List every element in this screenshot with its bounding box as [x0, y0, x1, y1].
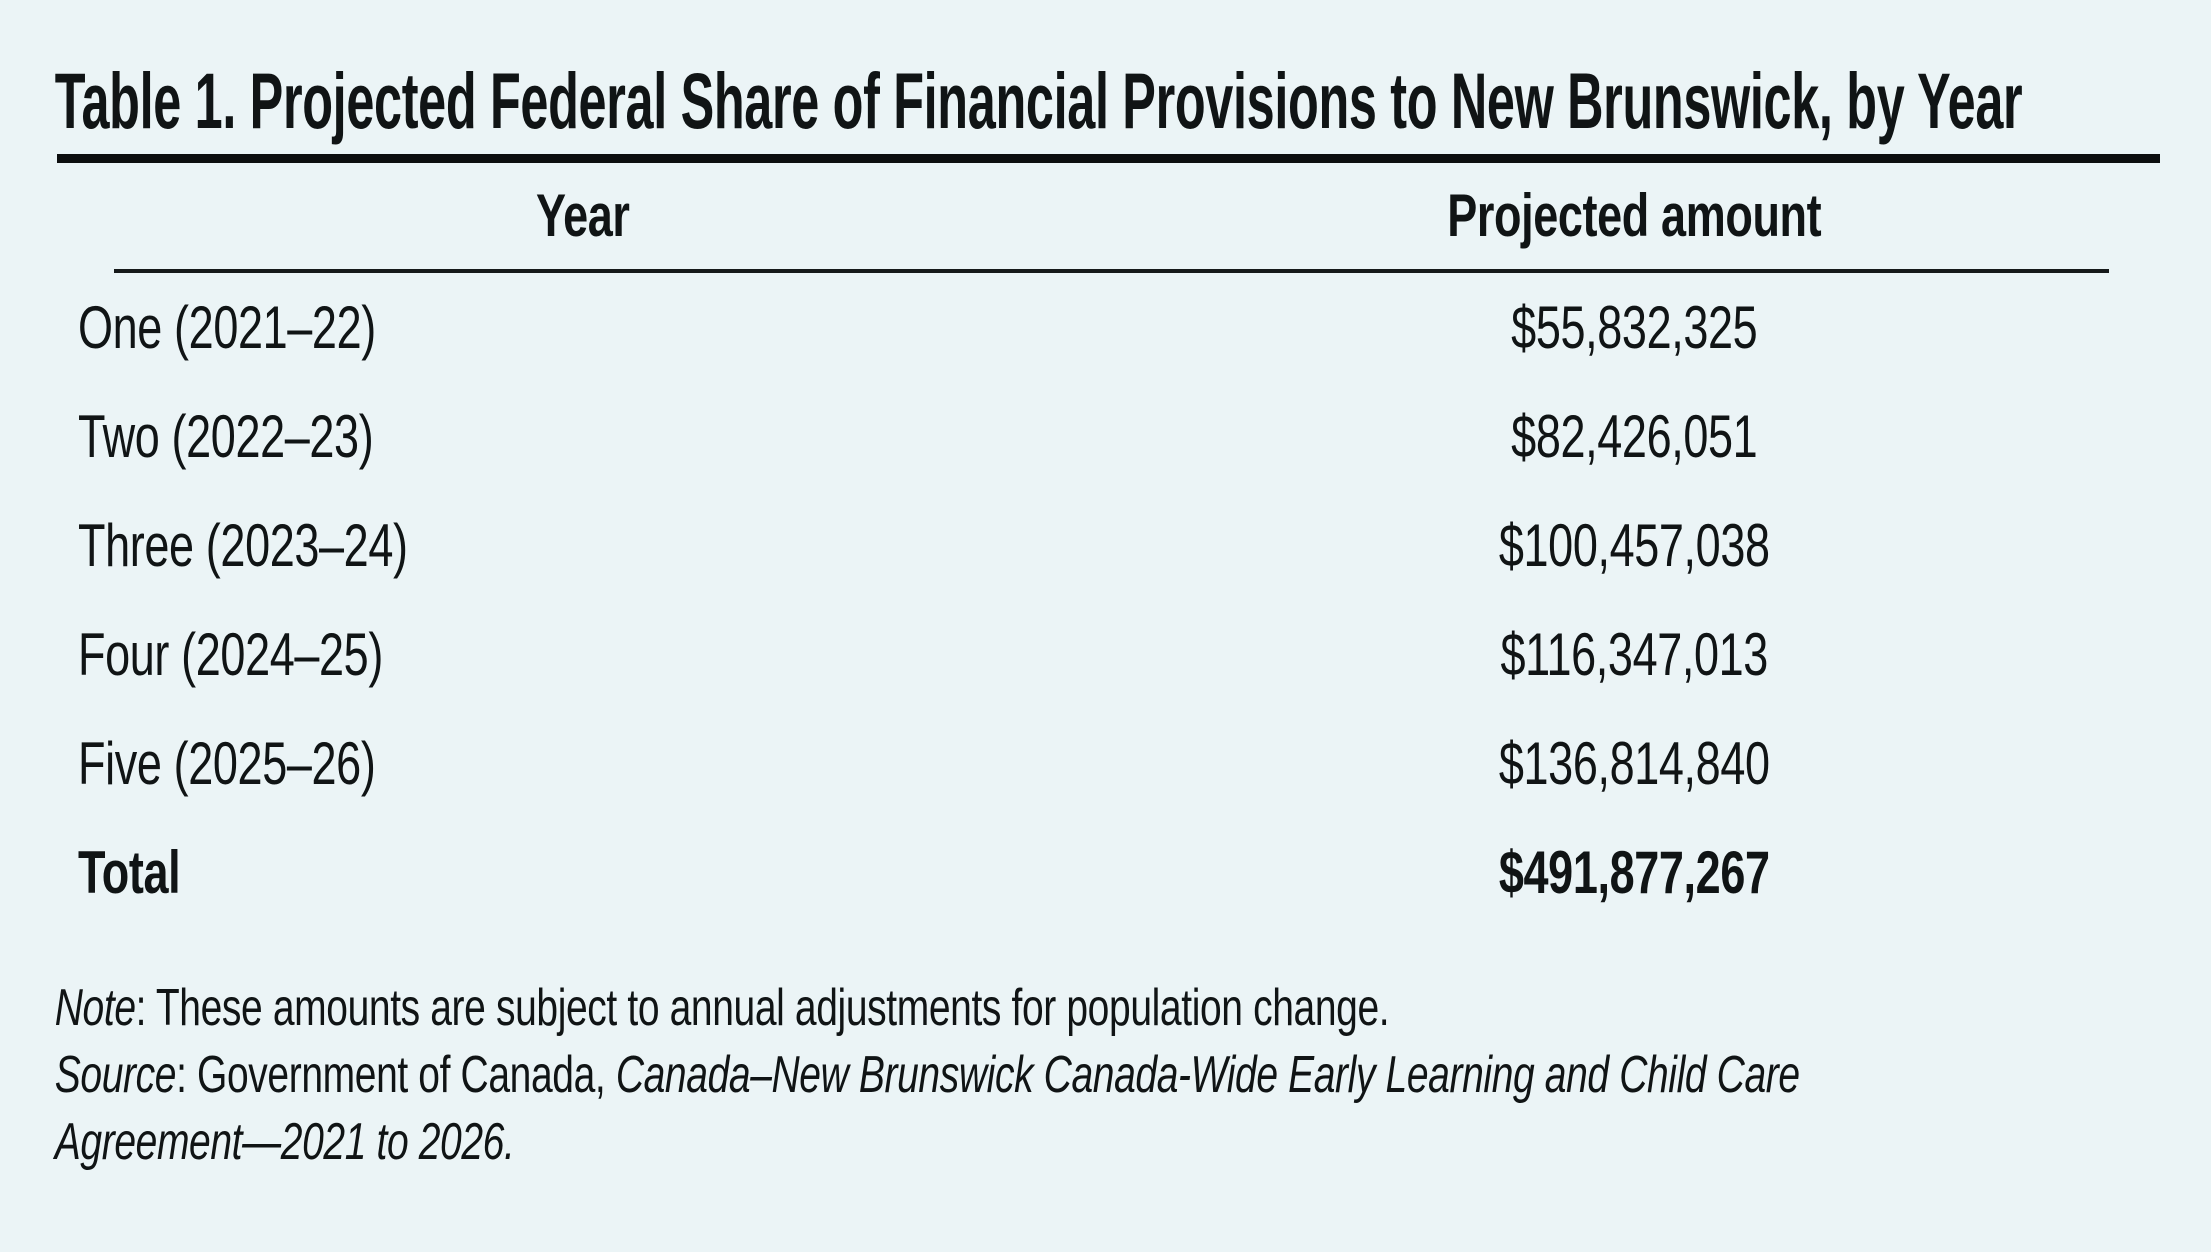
year-cell: Four (2024–25): [78, 620, 383, 688]
source-paragraph: Source: Government of Canada, Canada–New…: [55, 1042, 1915, 1176]
table-row: Four (2024–25) $116,347,013: [57, 600, 2160, 709]
table-header-row: Year Projected amount: [57, 163, 2160, 269]
amount-cell: $116,347,013: [1500, 620, 1769, 688]
amount-cell: $100,457,038: [1498, 511, 1770, 579]
column-header-projected-amount: Projected amount: [1447, 182, 1822, 249]
data-table: Year Projected amount One (2021–22) $55,…: [57, 163, 2160, 927]
source-work-title: Canada–New Brunswick Canada-Wide Early L…: [54, 1046, 1800, 1171]
table-title: Table 1. Projected Federal Share of Fina…: [54, 56, 2023, 145]
table-figure: Table 1. Projected Federal Share of Fina…: [0, 54, 2211, 1252]
table-total-row: Total $491,877,267: [57, 818, 2160, 927]
title-rule: [57, 154, 2160, 163]
header-rule: [114, 269, 2109, 273]
amount-cell: $82,426,051: [1511, 402, 1758, 470]
column-header-year: Year: [535, 182, 630, 249]
year-cell: Three (2023–24): [78, 511, 408, 579]
amount-cell: $55,832,325: [1511, 293, 1758, 361]
table-row: Two (2022–23) $82,426,051: [57, 382, 2160, 491]
year-cell: Two (2022–23): [78, 402, 374, 470]
amount-cell: $136,814,840: [1498, 729, 1770, 797]
year-cell: One (2021–22): [78, 293, 376, 361]
table-row: One (2021–22) $55,832,325: [57, 273, 2160, 382]
note-paragraph: Note: These amounts are subject to annua…: [55, 975, 1915, 1042]
total-label: Total: [78, 838, 181, 906]
table-notes: Note: These amounts are subject to annua…: [55, 975, 1915, 1176]
source-label: Source: [54, 1046, 177, 1104]
total-amount: $491,877,267: [1498, 838, 1770, 906]
year-cell: Five (2025–26): [78, 729, 376, 797]
table-row: Five (2025–26) $136,814,840: [57, 709, 2160, 818]
table-row: Three (2023–24) $100,457,038: [57, 491, 2160, 600]
note-label: Note: [54, 979, 136, 1037]
note-text: : These amounts are subject to annual ad…: [135, 979, 1390, 1037]
source-text: : Government of Canada,: [176, 1046, 616, 1104]
